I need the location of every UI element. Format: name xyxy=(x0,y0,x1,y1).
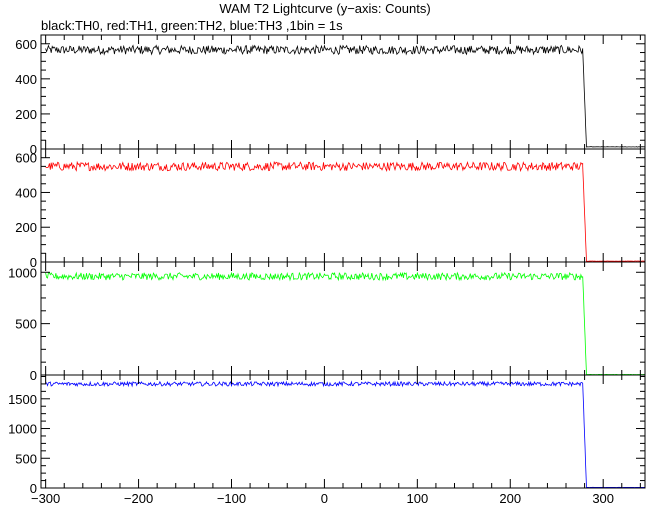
y-tick-label: 1500 xyxy=(8,392,37,407)
y-tick-label: 600 xyxy=(15,151,37,166)
y-tick-label: 500 xyxy=(15,317,37,332)
x-tick-label: 200 xyxy=(499,491,521,505)
y-tick-label: 1000 xyxy=(8,422,37,437)
y-tick-label: 200 xyxy=(15,107,37,122)
series-line-th2 xyxy=(45,271,645,376)
y-tick-label: 500 xyxy=(15,451,37,466)
x-tick-label: 300 xyxy=(592,491,614,505)
y-tick-label: 0 xyxy=(30,142,37,157)
x-tick-label: −100 xyxy=(217,491,246,505)
x-tick-label: −200 xyxy=(124,491,153,505)
y-tick-label: 1000 xyxy=(8,265,37,280)
y-tick-label: 0 xyxy=(30,368,37,383)
series-line-th3 xyxy=(45,380,645,488)
y-tick-label: 600 xyxy=(15,37,37,52)
panel-frame-4 xyxy=(40,374,646,489)
x-tick-label: 0 xyxy=(321,491,328,505)
series-line-th1 xyxy=(45,160,646,262)
x-tick-label: −300 xyxy=(31,491,60,505)
y-tick-label: 0 xyxy=(30,255,37,270)
series-line-th0 xyxy=(45,44,646,148)
chart-subtitle: black:TH0, red:TH1, green:TH2, blue:TH3 … xyxy=(41,18,343,33)
x-tick-label: 100 xyxy=(406,491,428,505)
y-tick-label: 200 xyxy=(15,220,37,235)
y-tick-label: 400 xyxy=(15,185,37,200)
chart-title: WAM T2 Lightcurve (y−axis: Counts) xyxy=(219,1,431,16)
y-tick-label: 0 xyxy=(30,481,37,496)
y-tick-label: 400 xyxy=(15,72,37,87)
panel-frame-1 xyxy=(40,34,646,150)
